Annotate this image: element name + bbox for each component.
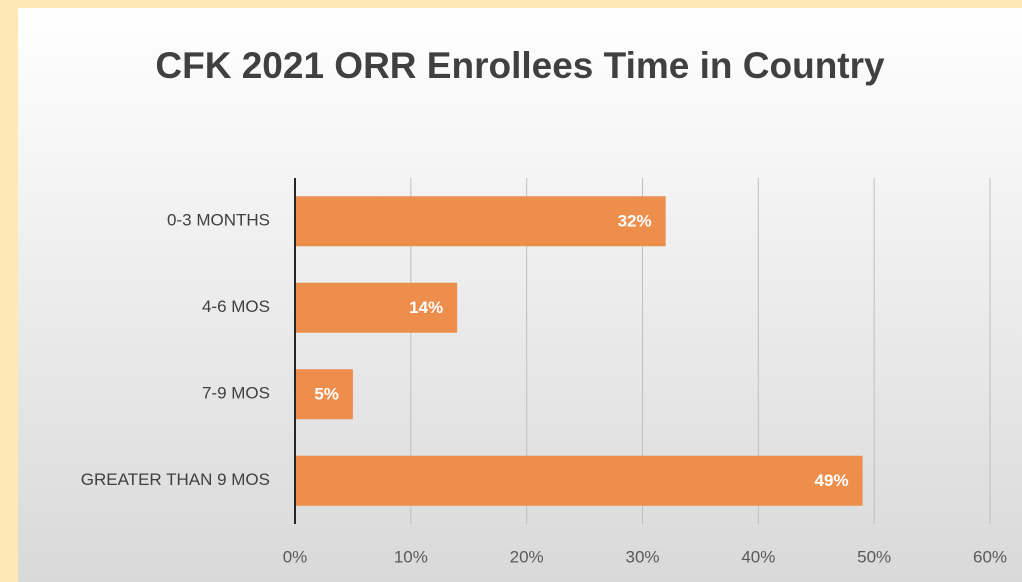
x-tick-label: 50% [857,547,891,566]
chart-title: CFK 2021 ORR Enrollees Time in Country [155,45,885,86]
y-tick-label: 4-6 MOS [202,297,270,316]
y-tick-label: 0-3 MONTHS [167,211,270,230]
value-label: 32% [618,212,652,231]
x-tick-label: 20% [510,547,544,566]
x-tick-label: 0% [283,547,308,566]
value-label: 49% [815,471,849,490]
value-label: 14% [409,298,443,317]
y-tick-label: GREATER THAN 9 MOS [81,470,270,489]
x-tick-label: 40% [741,547,775,566]
x-tick-label: 10% [394,547,428,566]
y-tick-label: 7-9 MOS [202,384,270,403]
bar [295,455,863,506]
x-tick-label: 30% [625,547,659,566]
x-tick-label: 60% [973,547,1007,566]
bar [295,196,666,247]
bar [295,282,458,333]
bar [295,369,353,420]
value-label: 5% [314,385,339,404]
